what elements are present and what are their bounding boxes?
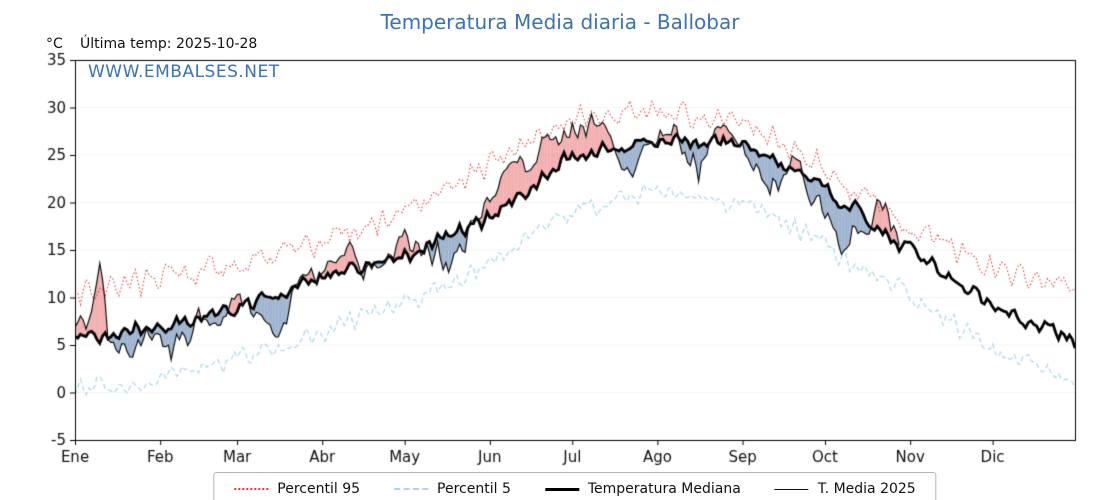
legend-item-percentil-95: Percentil 95 — [234, 481, 360, 497]
legend: Percentil 95 Percentil 5 Temperatura Med… — [213, 472, 937, 500]
legend-label-percentil-95: Percentil 95 — [277, 481, 361, 497]
percentil-5-line-swatch — [394, 488, 429, 490]
watermark: WWW.EMBALSES.NET — [88, 62, 280, 82]
mediana-line-swatch — [544, 487, 579, 491]
legend-item-mediana: Temperatura Mediana — [544, 481, 741, 497]
t-media-2025-line-swatch — [774, 488, 809, 490]
legend-label-t-media-2025: T. Media 2025 — [817, 481, 916, 497]
legend-label-percentil-5: Percentil 5 — [437, 481, 511, 497]
legend-label-mediana: Temperatura Mediana — [587, 481, 741, 497]
percentil-95-line-swatch — [234, 488, 269, 490]
legend-item-t-media-2025: T. Media 2025 — [774, 481, 916, 497]
temperature-chart-canvas — [0, 46, 1120, 478]
page-title: Temperatura Media diaria - Ballobar — [380, 10, 740, 34]
legend-item-percentil-5: Percentil 5 — [394, 481, 511, 497]
